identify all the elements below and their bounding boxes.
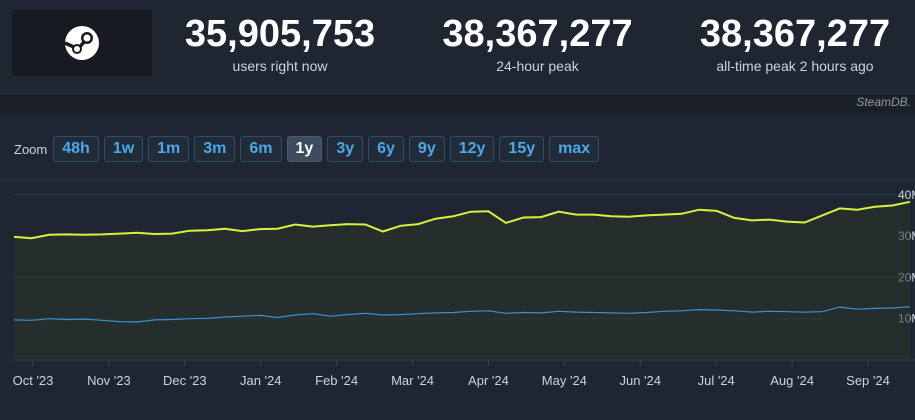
steam-logo[interactable] (12, 10, 152, 76)
x-tick-label: Sep '24 (846, 373, 890, 388)
zoom-button-9y[interactable]: 9y (408, 136, 445, 162)
x-tick-label: Jun '24 (620, 373, 662, 388)
x-tick-label: Mar '24 (391, 373, 434, 388)
stat-all-time-peak: 38,367,277 all-time peak 2 hours ago (680, 14, 910, 74)
zoom-button-3y[interactable]: 3y (327, 136, 364, 162)
zoom-label: Zoom (14, 141, 48, 157)
x-tick-label: May '24 (542, 373, 587, 388)
stat-value: 38,367,277 (442, 13, 633, 55)
zoom-controls: Zoom 48h 1w 1m 3m 6m 1y 3y 6y 9y 12y 15y… (14, 135, 604, 163)
zoom-button-6m[interactable]: 6m (240, 136, 282, 162)
stat-24h-peak: 38,367,277 24-hour peak (420, 14, 655, 74)
zoom-button-max[interactable]: max (549, 136, 600, 162)
stat-users-now: 35,905,753 users right now (165, 14, 395, 74)
stat-value: 38,367,277 (699, 13, 891, 55)
zoom-button-6y[interactable]: 6y (368, 136, 404, 162)
x-tick-label: Dec '23 (163, 373, 207, 388)
x-tick-label: Jul '24 (698, 373, 735, 388)
in-game-series-line (13, 306, 911, 323)
stat-label: all-time peak 2 hours ago (716, 58, 874, 74)
steam-logo-icon (64, 26, 99, 60)
y-tick-label: 40M (898, 188, 915, 202)
zoom-button-1m[interactable]: 1m (148, 136, 190, 162)
x-tick-label: Jan '24 (240, 373, 282, 388)
x-tick-label: Apr '24 (468, 373, 509, 388)
steamdb-credit[interactable]: SteamDB. (856, 95, 911, 109)
zoom-button-12y[interactable]: 12y (449, 136, 495, 162)
x-tick-label: Feb '24 (315, 373, 358, 388)
x-tick-label: Aug '24 (770, 373, 814, 388)
users-series-area (14, 201, 910, 360)
zoom-button-48h[interactable]: 48h (53, 136, 99, 162)
users-series-line (13, 200, 911, 240)
stat-label: 24-hour peak (496, 58, 579, 74)
zoom-button-15y[interactable]: 15y (499, 136, 545, 162)
stat-label: users right now (232, 58, 328, 74)
stat-value: 35,905,753 (184, 13, 376, 55)
x-tick-label: Nov '23 (87, 373, 131, 388)
zoom-button-1y[interactable]: 1y (286, 136, 323, 162)
zoom-button-3m[interactable]: 3m (194, 136, 236, 162)
stats-header: 35,905,753 users right now 38,367,277 24… (0, 0, 915, 94)
x-tick-label: Oct '23 (13, 373, 54, 388)
zoom-button-1w[interactable]: 1w (103, 136, 144, 162)
